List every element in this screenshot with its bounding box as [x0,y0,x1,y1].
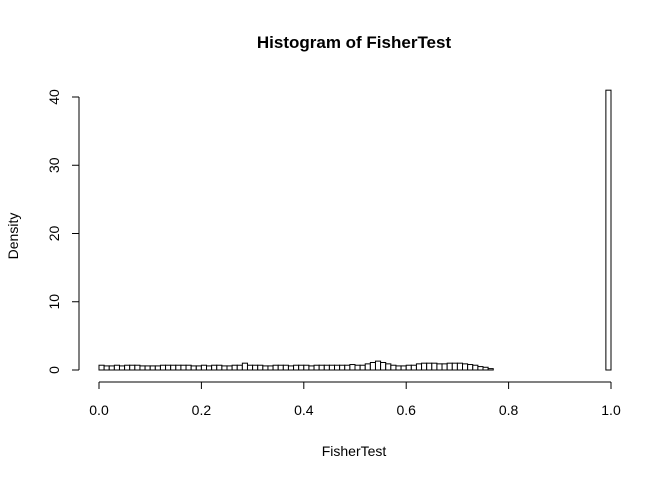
histogram-bar [426,362,433,371]
histogram-bar [421,362,428,371]
histogram-bar [318,364,325,371]
histogram-bar [175,364,182,371]
histogram-bar [221,365,228,371]
histogram-bar [354,364,361,371]
histogram-bar [257,364,264,371]
histogram-bar [298,364,305,371]
histogram-bar [482,366,489,371]
y-tick-label: 30 [46,157,62,173]
histogram-bar [328,364,336,371]
histogram-bar [415,363,423,371]
x-tick-label: 0.4 [294,402,314,418]
x-axis-label: FisherTest [322,443,387,459]
histogram-bar [380,361,387,371]
y-axis-label: Density [5,213,21,260]
histogram-bar [410,364,417,371]
histogram-bar [369,361,376,371]
chart-title: Histogram of FisherTest [257,33,452,52]
histogram-bar [605,89,612,371]
histogram-bar [462,363,469,371]
histogram-bar [323,364,330,371]
histogram-bar [277,364,284,371]
y-tick-label: 40 [46,89,62,105]
histogram-bar [456,362,464,371]
histogram-bar [477,366,484,371]
histogram-bar [308,365,315,371]
histogram-bar [216,364,223,371]
histogram-bar [252,364,259,371]
histogram-bar [206,365,213,371]
histogram-bar [374,360,382,371]
histogram-bar [159,364,167,371]
histogram-bar [405,364,412,371]
histogram-bar [129,364,136,371]
histogram-bar [487,368,494,371]
histogram-bar [149,365,156,371]
histogram-bar [113,364,120,371]
histogram-bar [293,364,300,371]
histogram-bar [436,363,443,371]
histogram-bar [359,364,366,371]
x-axis: 0.0 0.2 0.4 0.6 0.8 1.0 [89,381,621,418]
histogram-bar [98,364,105,371]
histogram-bar [185,364,192,371]
histogram-bar [144,365,151,371]
histogram-bar [211,364,218,371]
histogram-bar [282,364,289,371]
histogram-bar [103,365,110,371]
histogram-bar [154,365,161,371]
histogram-bars [98,89,612,371]
histogram-bar [441,363,448,371]
histogram-bar [287,365,295,371]
histogram-bar [124,364,131,371]
histogram-bar [451,362,458,371]
histogram-bar [200,364,208,371]
histogram-bar [385,363,392,371]
histogram-bar [170,364,177,371]
histogram-bar [195,365,202,371]
histogram-bar [267,365,274,371]
histogram-bar [262,365,269,371]
x-tick-label: 0.6 [396,402,416,418]
histogram-bar [364,363,371,371]
histogram-bar [344,364,351,371]
histogram-bar [190,365,197,371]
histogram-bar [226,365,233,371]
histogram-bar [395,365,402,371]
histogram-bar [272,364,279,371]
histogram-bar [236,364,243,371]
y-axis: 0 10 20 30 40 [46,89,80,374]
histogram-bar [390,364,397,371]
histogram-bar [139,365,146,371]
histogram-bar [349,364,356,371]
histogram-bar [303,364,310,371]
x-tick-label: 0.0 [89,402,109,418]
histogram-bar [334,364,341,371]
histogram-bar [231,364,238,371]
x-tick-label: 1.0 [601,402,621,418]
histogram-bar [118,365,126,371]
histogram-bar [246,364,254,371]
histogram-bar [241,362,248,371]
histogram-bar [339,364,346,371]
histogram-bar [108,365,115,371]
histogram-bar [134,364,141,371]
x-tick-label: 0.2 [192,402,212,418]
histogram-bar [313,364,320,371]
histogram-bar [467,364,474,371]
x-tick-label: 0.8 [499,402,519,418]
histogram-bar [431,362,438,371]
y-tick-label: 10 [46,294,62,310]
histogram-bar [446,362,453,371]
y-tick-label: 20 [46,226,62,242]
histogram-bar [400,365,407,371]
histogram-bar [180,364,187,371]
histogram-bar [472,364,479,371]
histogram-bar [165,364,172,371]
y-tick-label: 0 [46,366,62,374]
